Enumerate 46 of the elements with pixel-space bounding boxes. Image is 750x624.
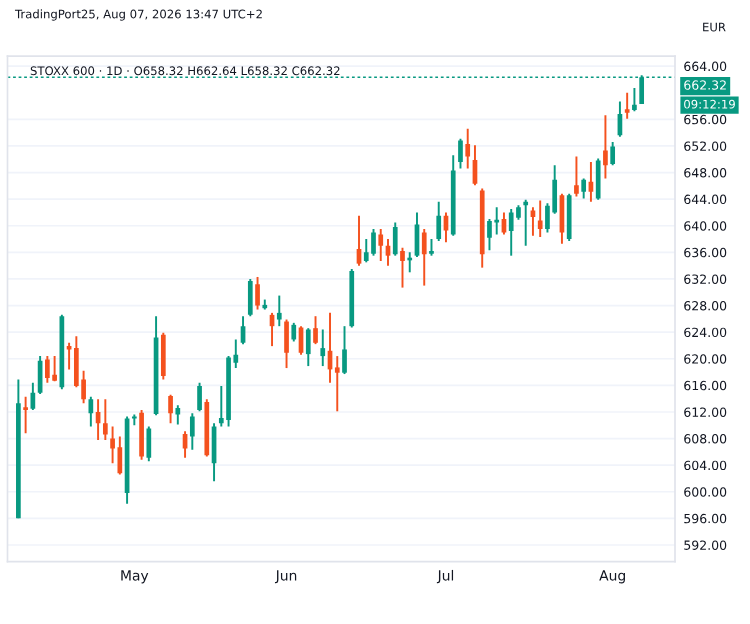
candlestick: [595, 157, 601, 201]
candlestick: [610, 140, 616, 167]
candlestick: [139, 409, 144, 461]
candlestick: [276, 294, 282, 328]
candlestick: [436, 200, 442, 243]
candlestick: [305, 327, 311, 368]
candlestick: [371, 228, 376, 257]
candlestick: [458, 137, 463, 170]
candlestick: [342, 325, 347, 376]
candlestick: [363, 238, 369, 264]
candlestick: [566, 192, 572, 243]
candlestick: [197, 381, 202, 413]
candlestick: [284, 318, 289, 370]
candlestick: [88, 395, 94, 428]
candlestick: [247, 277, 253, 318]
candlestick: [146, 425, 152, 463]
candlestick: [581, 177, 587, 200]
candlestick: [400, 246, 405, 289]
candlestick: [255, 275, 260, 311]
candlestick: [624, 91, 630, 120]
candlestick: [23, 395, 28, 435]
candlestick: [320, 328, 326, 368]
candlestick: [421, 228, 427, 287]
candlestick: [465, 127, 471, 170]
candlestick: [175, 404, 181, 426]
candlestick: [52, 355, 57, 383]
candlestick: [117, 435, 123, 476]
candlestick: [45, 355, 50, 384]
candlestick: [632, 87, 637, 113]
candlestick: [523, 198, 529, 247]
candlestick: [313, 315, 318, 346]
candlestick: [537, 199, 543, 239]
candlestick: [378, 228, 384, 262]
candlestick: [603, 114, 608, 180]
candlestick: [110, 425, 115, 465]
candlestick: [102, 398, 108, 441]
candlestick: [574, 155, 579, 198]
candlestick: [334, 355, 340, 413]
candlestick: [189, 412, 195, 451]
candlestick: [392, 221, 398, 257]
candlestick: [168, 393, 173, 425]
candlestick: [487, 218, 492, 252]
candlestick: [530, 206, 536, 237]
candlestick: [291, 321, 297, 343]
candlestick: [508, 208, 514, 257]
candlestick: [160, 331, 166, 381]
